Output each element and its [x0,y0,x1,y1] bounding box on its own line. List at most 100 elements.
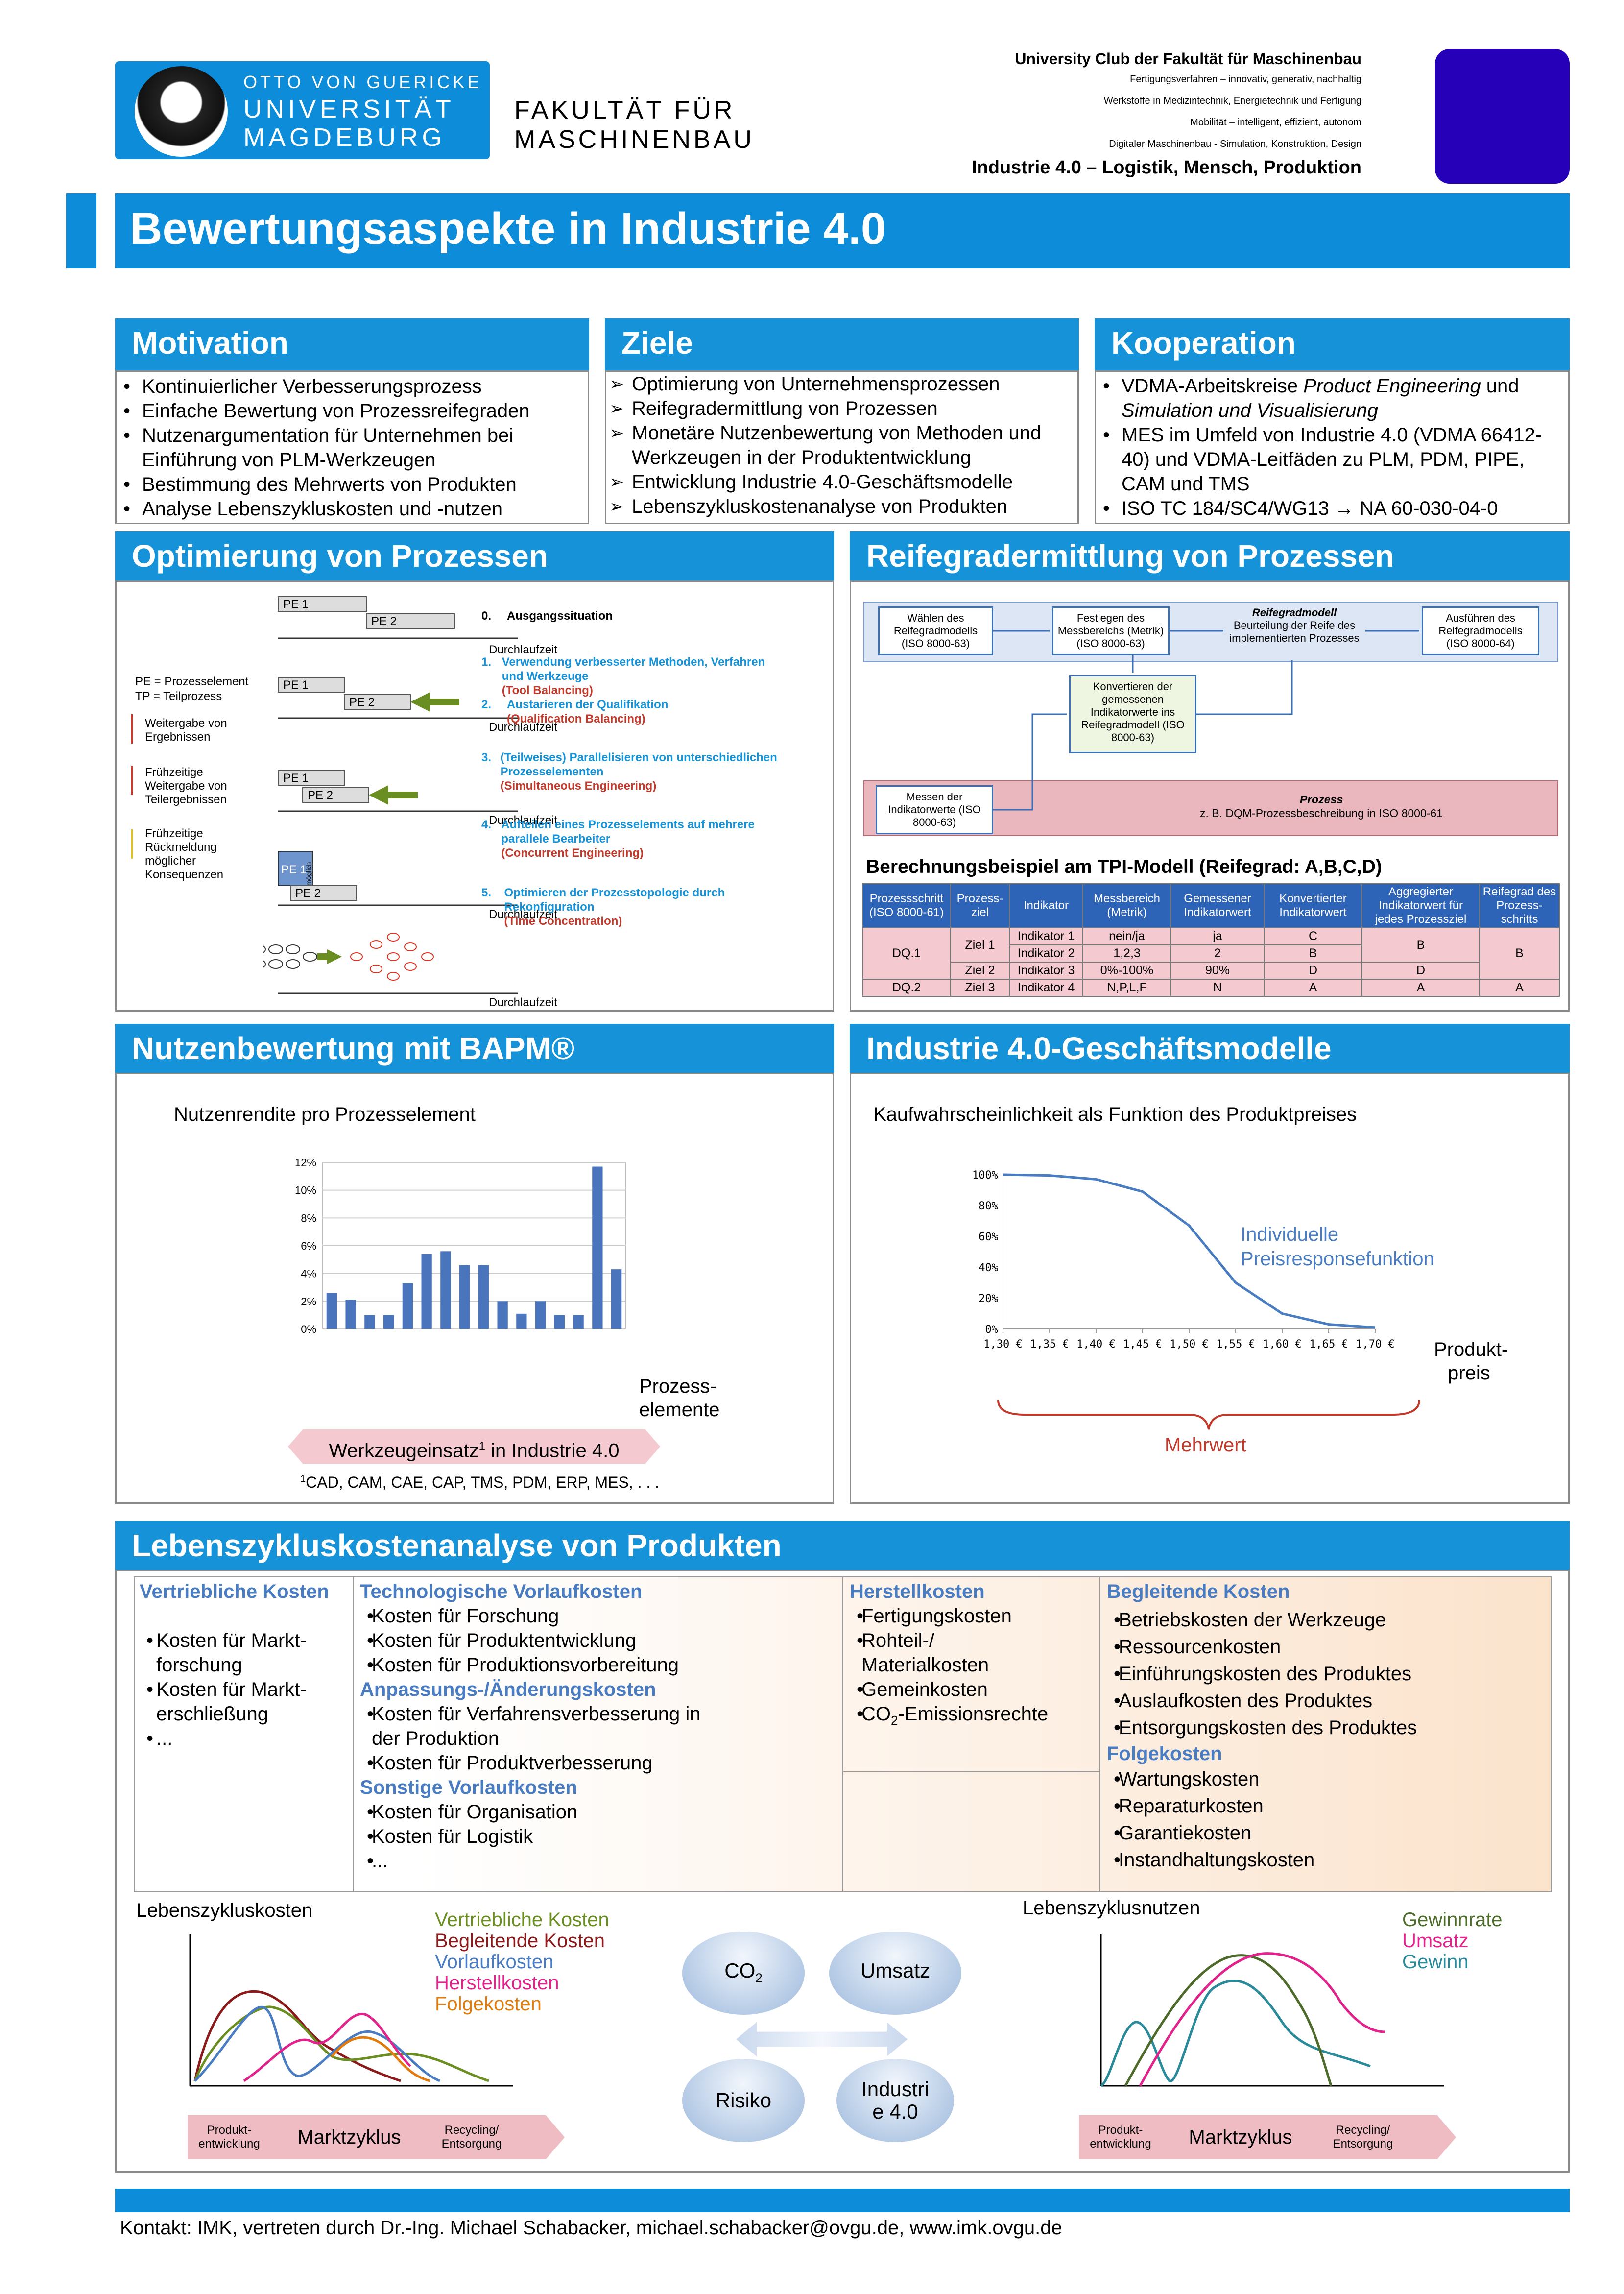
col-vorlauf: Technologische Vorlaufkosten Kosten für … [360,1579,840,1873]
col-heading: Folgekosten [1107,1743,1222,1764]
bar [440,1251,451,1329]
pe2-label: PE 2 [295,887,321,900]
cloud-text: CO [724,1959,756,1982]
bar [573,1315,584,1329]
ziele-list: Optimierung von Unternehmensprozessen Re… [606,372,1068,519]
step-text: Verwendung verbesserter Methoden, Verfah… [502,655,765,683]
list-item: Kosten für Produktverbesserung [360,1751,732,1775]
bar-chart-xlabel-1: Prozess- [639,1376,716,1397]
table-cell: Ziel 1 [950,927,1010,963]
bar [345,1300,356,1329]
list-item: CO2-Emissionsrechte [850,1702,1095,1733]
table-cell: A [1361,979,1480,997]
step-sub: (Concurrent Engineering) [501,846,644,860]
list-item: ... [140,1726,350,1751]
club-info: University Club der Fakultät für Maschin… [774,49,1361,180]
box-define-metric: Festlegen des Messbereichs (Metrik) (ISO… [1052,606,1170,655]
list-item: Reifegradermittlung von Prozessen [606,396,1068,421]
club-topic: Werkstoffe in Medizintechnik, Energietec… [1103,96,1361,106]
box-select-model: Wählen des Reifegradmodells (ISO 8000-63… [878,606,993,655]
x-tick-label: 1,40 € [1076,1338,1115,1351]
band-text: Werkzeugeinsatz [329,1440,479,1462]
list-item: Garantiekosten [1107,1820,1548,1847]
list-item: Einführungskosten des Produktes [1107,1661,1548,1688]
table-cell: C [1264,927,1362,945]
y-tick-label: 6% [301,1240,316,1252]
process-text: Prozess z. B. DQM-Prozessbeschreibung in… [1145,793,1498,820]
motivation-list: Kontinuierlicher Verbesserungsprozess Ei… [117,374,578,521]
cloud-text: Industri e 4.0 [861,2077,929,2123]
line-chart-xlabel-2: preis [1448,1362,1490,1384]
bar [535,1301,546,1329]
club-logo-square [1435,49,1570,184]
pe1-label: PE 1 [281,863,307,876]
line-chart-xlabel-1: Produkt- [1434,1339,1508,1360]
table-cell: Ziel 3 [950,979,1010,997]
list-item: Auslaufkosten des Produktes [1107,1688,1548,1714]
cloud-text: Risiko [715,2089,772,2112]
list-item: Fertigungskosten [850,1604,1095,1628]
cloud-text: Umsatz [860,1959,931,1982]
table-header: Messbereich (Metrik) [1082,883,1171,928]
list-item: VDMA-Arbeitskreise Product Engineering u… [1096,374,1558,423]
table-cell: Indikator 2 [1009,944,1083,963]
y-tick-label: 10% [295,1184,316,1197]
step-num: 1. [481,655,492,669]
step-1: 1. Verwendung verbesserter Methoden, Verf… [481,655,785,698]
cost-list: Kosten für Markt-forschung Kosten für Ma… [140,1628,350,1751]
reifegrad-panel: Wählen des Reifegradmodells (ISO 8000-63… [850,580,1570,1012]
lcc-cost-legend: Vertriebliche Kosten Begleitende Kosten … [435,1909,609,2015]
col-divider [842,1577,843,1891]
line-chart: 0% 20% 40% 60% 80% 100% 1,30 € 1,35 € 1,40 € 1,45… [972,1169,1395,1351]
step-num: 5. [481,886,492,899]
university-name-2: UNIVERSITÄT [243,95,455,123]
list-item: Kosten für Organisation [360,1800,840,1824]
step-5: 5. Optimieren der Prozesstopologie durch … [481,886,785,928]
text: Product Engineering [1303,375,1481,397]
y-tick-label: 2% [301,1295,316,1307]
footnote-mark: 1 [478,1440,485,1453]
step-3: 3. (Teilweises) Parallelisieren von unter… [481,750,785,793]
cloud-co2: CO2 [682,1932,805,2015]
arrow-up-yellow-icon [131,829,133,859]
optimierung-steps: 0. Ausgangssituation 1. Verwendung verbess… [481,609,785,928]
y-tick-label: 8% [301,1212,316,1224]
list-item: Betriebskosten der Werkzeuge [1107,1607,1548,1634]
lifecycle-band-right: Produkt-entwicklung Marktzyklus Recyclin… [1079,2115,1456,2159]
legend-vertrieb: Vertriebliche Kosten [435,1909,609,1931]
bar [421,1254,432,1329]
col-heading: Anpassungs-/Änderungskosten [360,1679,656,1700]
legend-umsatz: Umsatz [1402,1930,1469,1952]
y-tick-label: 80% [979,1200,998,1212]
x-tick-label: 1,65 € [1309,1338,1348,1351]
col-heading: Technologische Vorlaufkosten [360,1581,643,1602]
x-tick-label: 1,30 € [983,1338,1022,1351]
process-desc: z. B. DQM-Prozessbeschreibung in ISO 800… [1199,807,1443,820]
band-right: Recycling/ Entsorgung [1333,2124,1393,2150]
band-left: Produkt-entwicklung [1090,2124,1151,2150]
faculty-name-1: FAKULTÄT FÜR [514,96,736,124]
legend-gewinnrate: Gewinnrate [1402,1909,1503,1931]
table-cell: 2 [1170,944,1265,963]
lcc-title: Lebenszykluskostenanalyse von Produkten [115,1521,1570,1570]
bar [554,1315,565,1329]
flow-arrows [993,630,1419,811]
table-cell: nein/ja [1082,927,1171,945]
bar-chart: 0% 2% 4% 6% 8% 10% 12% [295,1157,626,1335]
legend-begleitend: Begleitende Kosten [435,1930,605,1952]
lifecycle-band-left: Produkt-entwicklung Marktzyklus Recyclin… [188,2115,565,2159]
step-num: 0. [481,609,492,623]
step-text: Ausgangssituation [507,609,613,623]
list-item: Kosten für Markt-erschließung [140,1677,350,1726]
title-accent-bar [66,193,96,268]
guericke-portrait-icon [135,66,228,157]
col-vertrieb: Vertriebliche Kosten Kosten für Markt-fo… [140,1579,350,1751]
university-name-3: MAGDEBURG [243,123,446,152]
band-left: Produkt-entwicklung [198,2124,260,2150]
list-item: MES im Umfeld von Industrie 4.0 (VDMA 66… [1096,423,1558,496]
faculty-name-2: MASCHINENBAU [514,125,755,154]
reifegrad-title: Reifegradermittlung von Prozessen [850,531,1570,580]
arrow-down-red-icon [131,714,133,744]
bar [592,1166,603,1329]
legend-pe: PE = Prozesselement [135,675,249,688]
